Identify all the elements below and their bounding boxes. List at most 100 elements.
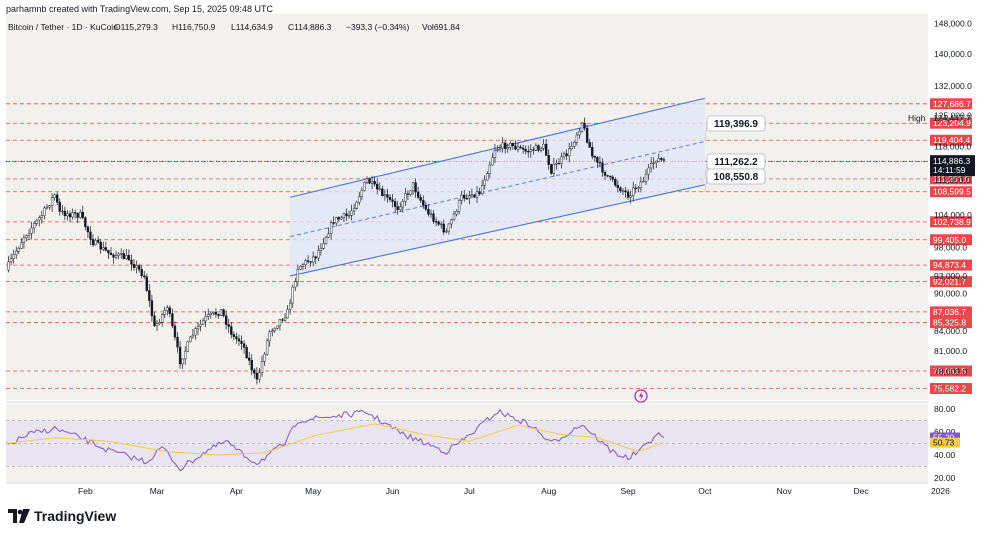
candle-body xyxy=(48,205,51,208)
candle-body xyxy=(442,223,445,233)
candle-body xyxy=(516,146,520,150)
candle-body xyxy=(291,286,294,304)
candle-body xyxy=(109,252,113,255)
candle-body xyxy=(117,253,120,256)
callout-label: 119,396.9 xyxy=(714,119,758,130)
candle-body xyxy=(199,324,202,327)
candle-body xyxy=(368,178,371,184)
candle-body xyxy=(478,191,481,195)
candle-body xyxy=(248,357,251,361)
time-axis-tick: May xyxy=(305,486,322,496)
candle-body xyxy=(488,164,492,174)
candle-body xyxy=(148,290,151,301)
candle-body xyxy=(601,162,604,173)
time-axis-tick: Dec xyxy=(853,486,869,496)
candle-body xyxy=(445,230,448,233)
alert-icon[interactable] xyxy=(634,389,648,403)
candle-body xyxy=(347,215,351,217)
price-axis[interactable]: 148,000.0 140,000.0 132,000.0 125,000.0 118,… xyxy=(908,19,975,483)
candle-body xyxy=(71,212,74,218)
candle-body xyxy=(58,201,61,212)
candle-body xyxy=(301,264,305,267)
candle-body xyxy=(337,217,340,220)
candle-body xyxy=(342,213,346,218)
candle-body xyxy=(222,309,225,316)
candle-body xyxy=(498,147,502,150)
candle-body xyxy=(621,190,625,192)
candle-body xyxy=(63,210,67,217)
rsi-axis-tick: 20.00 xyxy=(934,473,956,483)
candle-body xyxy=(268,331,271,342)
candle-body xyxy=(550,164,553,174)
candle-body xyxy=(519,146,522,149)
candle-body xyxy=(299,266,302,270)
candle-body xyxy=(483,179,486,186)
price-axis-tick: 98,000.0 xyxy=(934,242,967,252)
candle-body xyxy=(181,358,184,365)
author-line: parhamnb created with TradingView.com, S… xyxy=(6,4,273,14)
candle-body xyxy=(614,179,617,186)
candle-body xyxy=(642,180,645,183)
price-axis-tick: 132,000.0 xyxy=(934,81,972,91)
rsi-last-value: 55.20 xyxy=(933,433,955,443)
time-axis-tick: Aug xyxy=(541,486,556,496)
candle-body xyxy=(552,164,556,174)
candle-body xyxy=(649,163,653,169)
candle-body xyxy=(527,151,530,153)
candle-body xyxy=(463,194,466,199)
time-axis[interactable]: Feb Mar Apr May Jun Jul Aug Sep Oct Nov Dec 2026 xyxy=(78,486,950,496)
candle-body xyxy=(352,208,356,212)
candle-body xyxy=(381,188,384,196)
tradingview-logo[interactable]: TradingView xyxy=(8,508,116,524)
candle-body xyxy=(388,196,392,201)
candle-body xyxy=(160,314,164,323)
candle-body xyxy=(50,197,54,207)
candle-body xyxy=(173,325,177,338)
candle-body xyxy=(53,194,56,198)
candle-body xyxy=(38,217,41,221)
price-axis-tick: 118,000.0 xyxy=(934,142,971,152)
candle-body xyxy=(606,175,609,177)
candle-body xyxy=(383,194,387,196)
candle-body xyxy=(473,194,476,198)
candle-body xyxy=(20,242,23,249)
candle-body xyxy=(422,200,425,206)
time-axis-tick: Apr xyxy=(230,486,243,496)
candle-body xyxy=(396,206,399,210)
callout-label: 111,262.2 xyxy=(714,157,758,168)
candle-body xyxy=(580,122,584,132)
candle-body xyxy=(271,330,274,333)
candle-body xyxy=(235,336,238,339)
legend-open: O115,279.3 xyxy=(114,22,158,32)
candle-body xyxy=(465,198,468,200)
candle-body xyxy=(568,148,571,157)
candle-body xyxy=(25,235,28,239)
candle-body xyxy=(440,223,443,226)
channel-lower-line xyxy=(290,184,705,277)
candle-body xyxy=(565,153,568,157)
candle-body xyxy=(429,213,433,215)
candle-body xyxy=(250,360,253,371)
candle-body xyxy=(457,200,461,212)
candle-body xyxy=(598,162,602,164)
tradingview-logo-icon xyxy=(8,509,30,523)
candle-body xyxy=(327,233,330,238)
candle-body xyxy=(288,302,292,310)
candle-body xyxy=(660,158,663,160)
candle-body xyxy=(99,241,102,250)
level-tag xyxy=(930,317,972,329)
price-axis-tick: 104,000.0 xyxy=(934,210,972,220)
candle-body xyxy=(529,149,532,152)
candle-body xyxy=(32,223,36,229)
candle-body xyxy=(91,239,95,246)
candle-body xyxy=(73,212,77,214)
candle-body xyxy=(17,248,20,252)
candle-body xyxy=(209,313,212,315)
candle-body xyxy=(89,231,92,240)
candle-body xyxy=(12,254,15,259)
candle-body xyxy=(207,314,210,317)
candle-body xyxy=(163,310,166,315)
candle-body xyxy=(575,134,579,143)
candle-body xyxy=(283,317,287,321)
